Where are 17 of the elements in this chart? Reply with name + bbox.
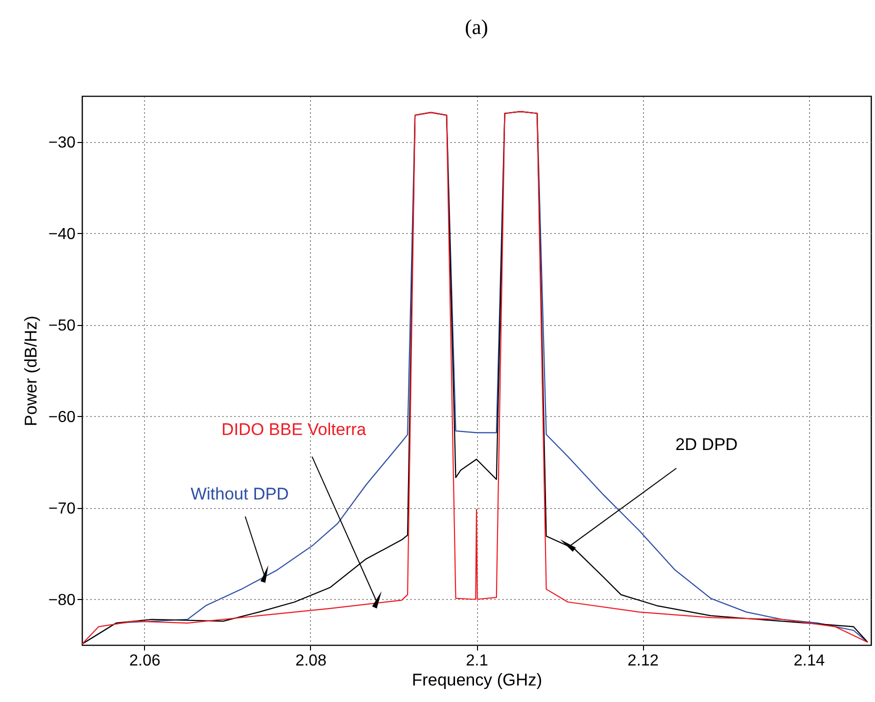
- x-tick-label: 2.14: [794, 652, 825, 670]
- annotation: Without DPD: [190, 484, 289, 504]
- x-tick-label: 2.06: [129, 652, 160, 670]
- y-tick-label: −80: [48, 592, 76, 609]
- annotation: 2D DPD: [675, 435, 738, 454]
- x-axis-title: Frequency (GHz): [412, 670, 542, 690]
- y-tick-label: −70: [48, 500, 76, 518]
- x-tick-label: 2.1: [466, 652, 488, 670]
- y-axis-title: Power (dB/Hz): [21, 316, 40, 426]
- annotation: DIDO BBE Volterra: [222, 420, 367, 439]
- y-tick-label: −60: [48, 408, 76, 426]
- x-tick-label: 2.12: [628, 652, 659, 670]
- y-tick-label: −40: [48, 226, 76, 243]
- chart-title: (a): [464, 15, 488, 39]
- y-tick-label: −30: [48, 134, 76, 152]
- x-tick-label: 2.08: [295, 652, 327, 670]
- y-tick-label: −50: [48, 317, 76, 334]
